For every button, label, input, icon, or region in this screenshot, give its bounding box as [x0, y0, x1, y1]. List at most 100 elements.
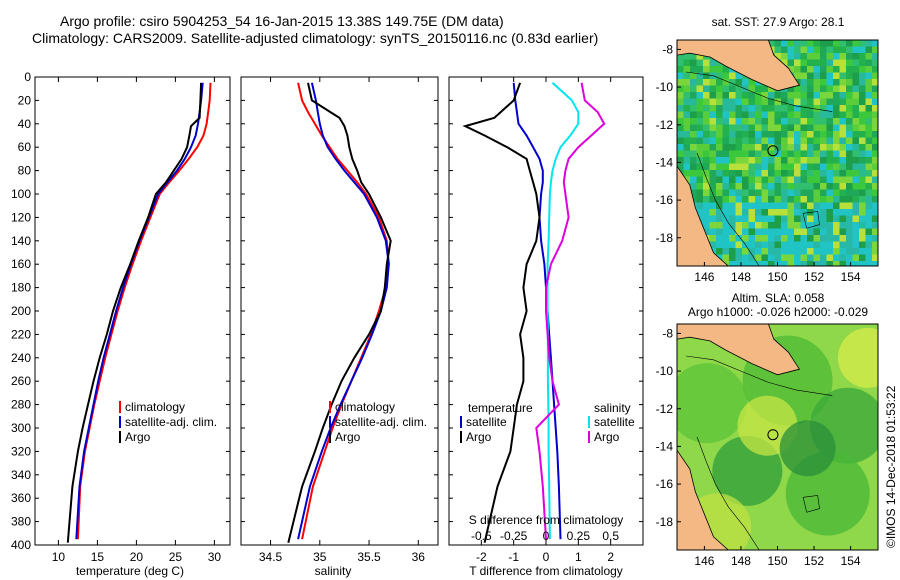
sst-cell — [800, 183, 808, 190]
sst-cell — [794, 53, 801, 60]
sst-cell — [794, 261, 801, 266]
sst-cell — [729, 248, 736, 255]
depth-contour — [686, 71, 833, 112]
sst-cell — [742, 157, 749, 164]
sst-cell — [839, 183, 847, 190]
sst-cell — [859, 209, 866, 216]
sst-cell — [833, 170, 840, 177]
sst-cell — [755, 202, 762, 210]
sst-cell — [742, 228, 749, 236]
sst-cell — [742, 163, 749, 171]
sst-cell — [787, 157, 795, 164]
sst-cell — [865, 176, 873, 184]
sst-cell — [761, 248, 769, 255]
sst-cell — [787, 261, 795, 266]
sst-cell — [820, 215, 827, 223]
sst-cell — [755, 261, 762, 266]
sst-cell — [742, 144, 749, 151]
sst-cell — [761, 118, 769, 125]
sst-cell — [852, 183, 860, 190]
x-axis-label-temperature: temperature (deg C) — [76, 564, 184, 578]
sst-cell — [683, 72, 691, 80]
sst-cell — [722, 163, 730, 171]
sst-cell — [787, 215, 795, 223]
sst-cell — [820, 235, 827, 242]
sst-cell — [683, 157, 691, 164]
sst-cell — [729, 183, 736, 190]
sst-cell — [677, 144, 684, 151]
sst-cell — [852, 163, 860, 171]
sst-cell — [742, 137, 749, 145]
sst-cell — [742, 222, 749, 229]
sst-cell — [852, 118, 860, 125]
map-y-tick-label: -8 — [662, 42, 673, 56]
title-line-1: Argo profile: csiro 5904253_54 16-Jan-20… — [60, 13, 504, 29]
sst-cell — [865, 248, 873, 255]
sst-cell — [742, 261, 749, 266]
sst-cell — [677, 124, 684, 132]
sst-cell — [742, 111, 749, 119]
sst-cell — [846, 215, 853, 223]
sst-cell — [852, 98, 860, 106]
sst-cell — [872, 150, 878, 158]
sst-cell — [742, 189, 749, 197]
sst-cell — [787, 235, 795, 242]
sst-cell — [703, 79, 710, 86]
sst-cell — [722, 144, 730, 151]
sst-cell — [729, 228, 736, 236]
sst-cell — [833, 144, 840, 151]
sst-cell — [807, 144, 814, 151]
y-tick-label: 300 — [11, 421, 31, 435]
sst-cell — [794, 189, 801, 197]
sst-cell — [807, 189, 814, 197]
sst-cell — [813, 248, 821, 255]
sst-cell — [748, 98, 756, 106]
sst-cell — [716, 241, 723, 249]
sst-cell — [716, 196, 723, 203]
sst-cell — [794, 176, 801, 184]
sla-map-subtitle: Argo h1000: -0.026 h2000: -0.029 — [688, 305, 868, 319]
sst-cell — [696, 196, 704, 203]
sst-cell — [852, 241, 860, 249]
sst-cell — [859, 40, 866, 47]
sst-cell — [800, 228, 808, 236]
sst-cell — [696, 92, 704, 99]
sst-cell — [872, 241, 878, 249]
sst-cell — [833, 85, 840, 93]
sst-cell — [807, 46, 814, 54]
sst-cell — [735, 222, 743, 229]
sst-cell — [826, 124, 834, 132]
sst-cell — [846, 170, 853, 177]
sst-cell — [696, 105, 704, 112]
sst-cell — [807, 241, 814, 249]
sst-cell — [735, 98, 743, 106]
sst-cell — [748, 144, 756, 151]
sst-cell — [690, 72, 697, 80]
sst-cell — [735, 118, 743, 125]
sst-cell — [716, 176, 723, 184]
sst-cell — [794, 215, 801, 223]
series-line-climatology — [76, 82, 212, 540]
sst-cell — [742, 202, 749, 210]
sst-cell — [709, 189, 717, 197]
sst-cell — [787, 124, 795, 132]
sst-cell — [735, 111, 743, 119]
sst-cell — [781, 98, 788, 106]
sst-cell — [846, 248, 853, 255]
sst-cell — [787, 196, 795, 203]
sst-cell — [865, 79, 873, 86]
sst-cell — [755, 189, 762, 197]
sst-cell — [865, 53, 873, 60]
sst-cell — [768, 235, 775, 242]
sst-cell — [852, 215, 860, 223]
sst-cell — [703, 209, 710, 216]
sst-cell — [742, 170, 749, 177]
sst-cell — [839, 105, 847, 112]
sst-cell — [696, 111, 704, 119]
sst-cell — [839, 222, 847, 229]
series-line-salinity-satellite — [546, 82, 580, 540]
sst-cell — [735, 150, 743, 158]
sst-cell — [846, 202, 853, 210]
sst-cell — [872, 118, 878, 125]
sst-cell — [839, 157, 847, 164]
